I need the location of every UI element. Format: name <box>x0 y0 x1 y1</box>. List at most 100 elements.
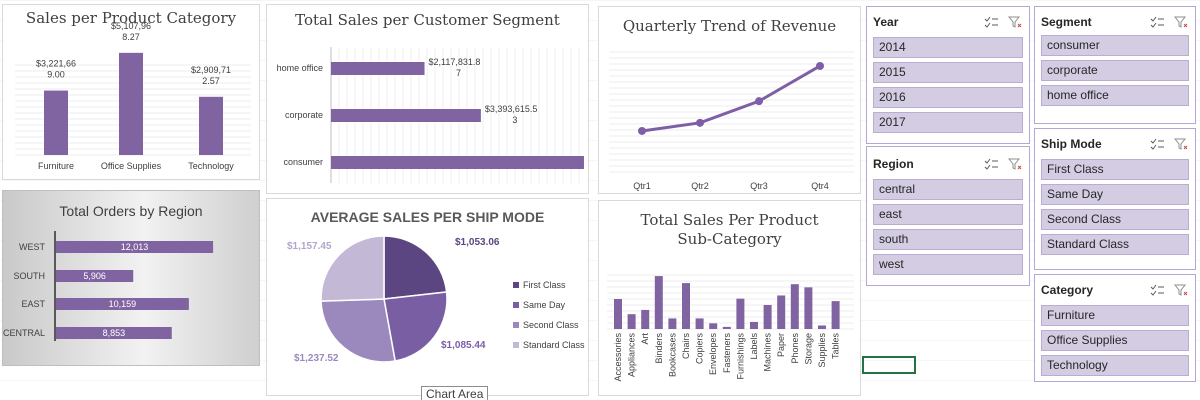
data-point-qtr2 <box>696 118 704 127</box>
sub-category-chart[interactable]: Total Sales Per Product Sub-Category Acc… <box>598 200 861 396</box>
chart-area-tooltip: Chart Area <box>421 386 489 400</box>
category-label: Labels <box>749 333 759 360</box>
ship-mode-chart[interactable]: AVERAGE SALES PER SHIP MODE $1,053.06 $1,… <box>266 198 589 396</box>
category-label: Phones <box>790 333 800 364</box>
data-label: $5,727,902.4 <box>588 151 589 161</box>
bar-east <box>56 298 189 310</box>
slicer-item-first-class[interactable]: First Class <box>1041 159 1189 180</box>
clear-filter-icon[interactable] <box>1173 283 1189 297</box>
multi-select-icon[interactable] <box>1149 137 1165 151</box>
chart-title: Quarterly Trend of Revenue <box>622 17 837 35</box>
bar-furnishings <box>736 298 745 329</box>
slicer-item-consumer[interactable]: consumer <box>1041 35 1189 56</box>
selected-cell[interactable] <box>862 356 916 374</box>
legend-swatch <box>513 282 519 288</box>
data-label: $1,237.52 <box>294 353 339 364</box>
category-label: Supplies <box>817 333 827 368</box>
slicer-item-standard-class[interactable]: Standard Class <box>1041 234 1189 255</box>
clear-filter-icon[interactable] <box>1173 15 1189 29</box>
category-label: Storage <box>803 333 813 365</box>
slicer-item-2014[interactable]: 2014 <box>873 37 1023 58</box>
category-label: Binders <box>654 333 664 364</box>
product-category-chart[interactable]: Sales per Product Category $3,221,66 9.00… <box>2 4 260 180</box>
slicer-item-west[interactable]: west <box>873 254 1023 275</box>
slicer-title: Segment <box>1041 15 1092 29</box>
slicer-item-central[interactable]: central <box>873 179 1023 200</box>
slicer-item-office-supplies[interactable]: Office Supplies <box>1041 330 1189 351</box>
bar-art <box>641 309 650 329</box>
bar-corporate <box>331 109 481 122</box>
product-category-plot: $3,221,669.00 Furniture $5,107,968.27 Offic… <box>15 21 251 171</box>
category-label: Bookcases <box>667 333 677 378</box>
slicer-item-2017[interactable]: 2017 <box>873 112 1023 133</box>
slicer-item-furniture[interactable]: Furniture <box>1041 305 1189 326</box>
bar-consumer <box>331 156 584 169</box>
revenue-line <box>641 64 821 133</box>
slicer-item-south[interactable]: south <box>873 229 1023 250</box>
slicer-title: Ship Mode <box>1041 137 1102 151</box>
customer-segment-chart[interactable]: Total Sales per Customer Segment home of… <box>266 4 589 194</box>
data-label: $1,157.45 <box>287 241 332 252</box>
legend-label: Standard Class <box>523 340 585 350</box>
clear-filter-icon[interactable] <box>1007 157 1023 171</box>
slicer-item-east[interactable]: east <box>873 204 1023 225</box>
category-label: Qtr4 <box>811 181 829 191</box>
multi-select-icon[interactable] <box>983 15 999 29</box>
quarterly-trend-plot: Qtr1 Qtr2 Qtr3 Qtr4 <box>609 51 854 191</box>
multi-select-icon[interactable] <box>983 157 999 171</box>
slicer-item-home-office[interactable]: home office <box>1041 85 1189 106</box>
category-label: Qtr1 <box>633 181 651 191</box>
bar-tables <box>831 301 840 329</box>
bar-copiers <box>695 318 704 329</box>
data-label: $1,053.06 <box>455 237 500 248</box>
data-point-qtr1 <box>638 126 646 135</box>
legend-label: Same Day <box>523 300 566 310</box>
bar-chairs <box>682 283 690 329</box>
segment-slicer[interactable]: Segment consumer corporate home office <box>1034 6 1196 124</box>
category-label: Copiers <box>695 333 705 365</box>
data-label: 8.27 <box>122 32 140 42</box>
slicer-item-2015[interactable]: 2015 <box>873 62 1023 83</box>
chart-title: Total Sales Per Product Sub-Category <box>640 211 819 248</box>
slicer-item-corporate[interactable]: corporate <box>1041 60 1189 81</box>
data-label: $3,393,615.5 <box>485 104 538 114</box>
slicer-item-same-day[interactable]: Same Day <box>1041 184 1189 205</box>
multi-select-icon[interactable] <box>1149 283 1165 297</box>
category-label: corporate <box>285 110 323 120</box>
multi-select-icon[interactable] <box>1149 15 1165 29</box>
data-label: 3 <box>512 115 517 125</box>
region-slicer[interactable]: Region central east south west <box>866 146 1030 286</box>
slicer-title: Category <box>1041 283 1094 297</box>
data-point-qtr4 <box>816 61 824 70</box>
data-label: 8,853 <box>103 328 126 338</box>
year-slicer[interactable]: Year 2014 2015 2016 2017 <box>866 6 1030 144</box>
ship-mode-slicer[interactable]: Ship Mode First Class Same Day Second Clas… <box>1034 128 1196 270</box>
category-label: Chairs <box>681 333 691 360</box>
customer-segment-plot: home office $2,117,831.87 corporate $3,393,… <box>277 47 589 183</box>
bar-south <box>56 270 134 282</box>
clear-filter-icon[interactable] <box>1007 15 1023 29</box>
slicer-item-2016[interactable]: 2016 <box>873 87 1023 108</box>
data-label: 10,159 <box>109 299 137 309</box>
category-slicer[interactable]: Category Furniture Office Supplies Technol… <box>1034 274 1196 382</box>
slicer-item-second-class[interactable]: Second Class <box>1041 209 1189 230</box>
quarterly-trend-chart[interactable]: Quarterly Trend of Revenue Qtr1 Qtr2 Qtr3 Q… <box>598 6 861 194</box>
category-label: home office <box>277 63 323 73</box>
slicer-item-technology[interactable]: Technology <box>1041 355 1189 376</box>
clear-filter-icon[interactable] <box>1173 137 1189 151</box>
bar-technology <box>199 96 223 155</box>
chart-title: Sales per Product Category <box>25 9 237 27</box>
bar-home-office <box>331 62 425 75</box>
category-label: WEST <box>19 242 46 252</box>
data-label: $2,117,831.8 <box>429 57 481 67</box>
bar-machines <box>763 305 772 329</box>
category-label: Qtr2 <box>691 181 709 191</box>
slice-standard-class <box>320 235 385 302</box>
category-label: Fasteners <box>722 333 732 374</box>
legend-label: First Class <box>523 280 566 290</box>
category-label: Tables <box>831 333 841 360</box>
data-label: $2,909,71 <box>191 65 231 75</box>
category-label: Furniture <box>38 161 74 171</box>
orders-by-region-chart[interactable]: Total Orders by Region WEST 12,013 SOUTH 5,… <box>2 190 260 366</box>
